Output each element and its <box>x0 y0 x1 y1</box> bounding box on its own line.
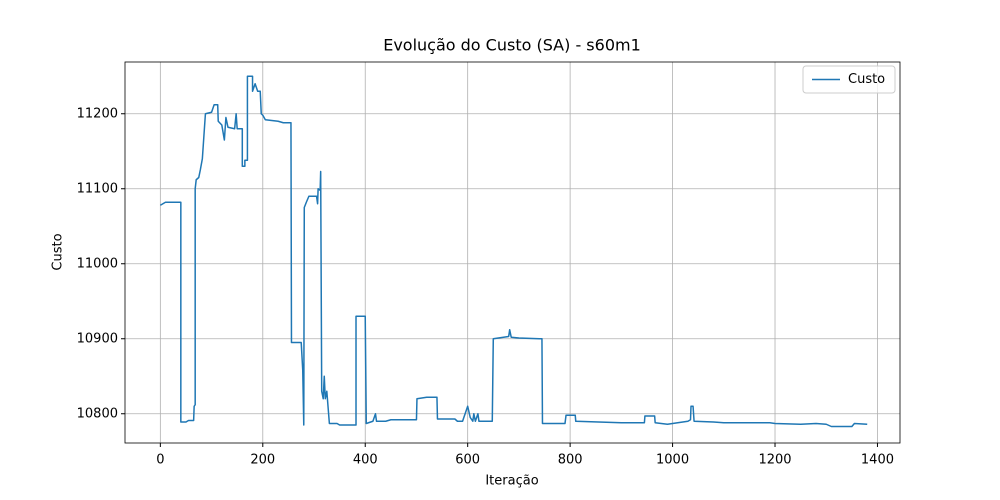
chart-title: Evolução do Custo (SA) - s60m1 <box>383 36 641 55</box>
y-tick-label: 10800 <box>77 406 118 421</box>
x-tick-label: 1200 <box>758 453 791 468</box>
y-tick-label: 11100 <box>77 181 118 196</box>
plot-frame <box>124 61 901 444</box>
x-tick-label: 200 <box>250 453 275 468</box>
y-axis-label: Custo <box>51 233 66 270</box>
x-tick-label: 0 <box>156 453 164 468</box>
x-tick-label: 600 <box>455 453 480 468</box>
x-axis-label: Iteração <box>485 474 538 489</box>
y-tick-label: 11200 <box>77 106 118 121</box>
legend-label: Custo <box>848 72 885 87</box>
x-tick-label: 800 <box>558 453 583 468</box>
y-tick-label: 11000 <box>77 256 118 271</box>
data-line <box>159 75 868 428</box>
x-tick-label: 1000 <box>656 453 689 468</box>
legend-box <box>802 65 896 94</box>
x-tick-label: 1400 <box>861 453 894 468</box>
x-tick-label: 400 <box>353 453 378 468</box>
y-tick-label: 10900 <box>77 331 118 346</box>
